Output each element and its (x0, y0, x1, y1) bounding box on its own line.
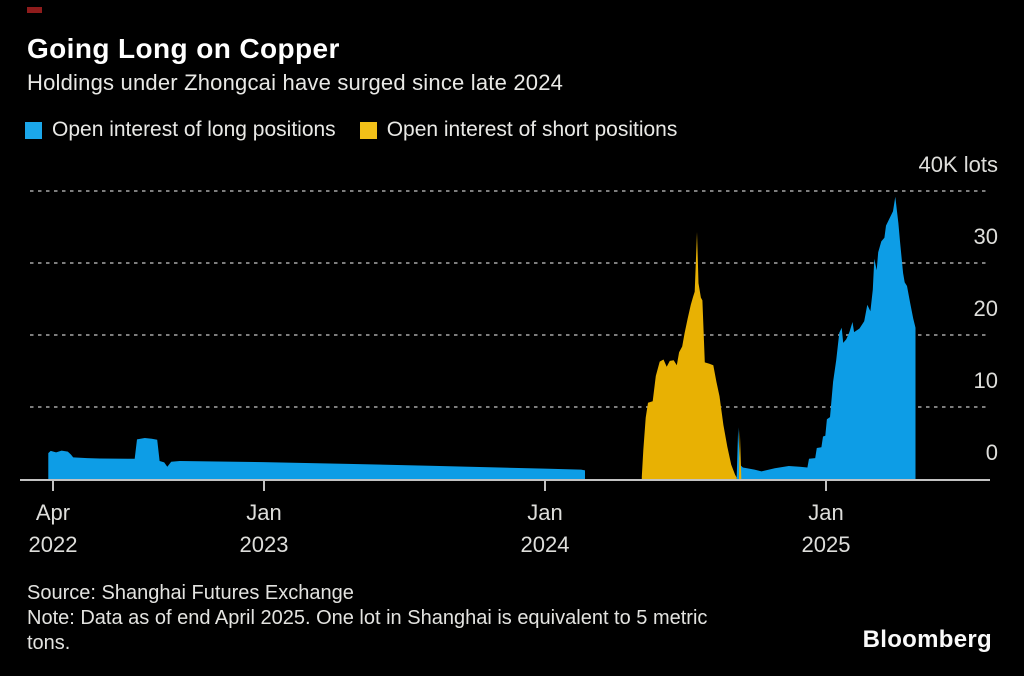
source-text: Source: Shanghai Futures Exchange (27, 582, 354, 604)
footer: Source: Shanghai Futures Exchange Note: … (27, 581, 727, 656)
y-axis-label-30: 30 (973, 224, 998, 249)
long-swatch-icon (25, 121, 42, 139)
y-axis-label-10: 10 (973, 368, 998, 393)
short-swatch-icon (359, 121, 377, 139)
short-positions-area-1 (739, 430, 742, 479)
legend-item-long: Open interest of long positions (25, 118, 336, 142)
x-axis-label-jan-2024: Jan 2024 (520, 500, 570, 557)
long-positions-area-0 (48, 438, 586, 479)
chart-title: Going Long on Copper (27, 33, 340, 64)
chart-subtitle: Holdings under Zhongcai have surged sinc… (27, 70, 564, 95)
legend-label: Open interest of long positions (52, 118, 336, 141)
corner-mark (27, 7, 42, 13)
legend: Open interest of long positions Open inte… (25, 118, 677, 142)
bloomberg-logo: Bloomberg (862, 626, 992, 653)
legend-label: Open interest of short positions (386, 118, 678, 141)
y-axis-label-40: 40K lots (918, 152, 999, 177)
note-text: Note: Data as of end April 2025. One lot… (27, 607, 708, 654)
x-axis-label-jan-2025: Jan 2025 (801, 500, 851, 557)
y-axis-label-0: 0 (985, 440, 998, 465)
long-positions-area-1 (736, 196, 916, 480)
y-axis-label-20: 20 (973, 296, 998, 321)
x-axis-label-apr-2022: Apr 2022 (28, 500, 78, 557)
short-positions-area-0 (641, 232, 737, 479)
legend-item-short: Open interest of short positions (359, 118, 678, 142)
x-axis-label-jan-2023: Jan 2023 (239, 500, 289, 557)
